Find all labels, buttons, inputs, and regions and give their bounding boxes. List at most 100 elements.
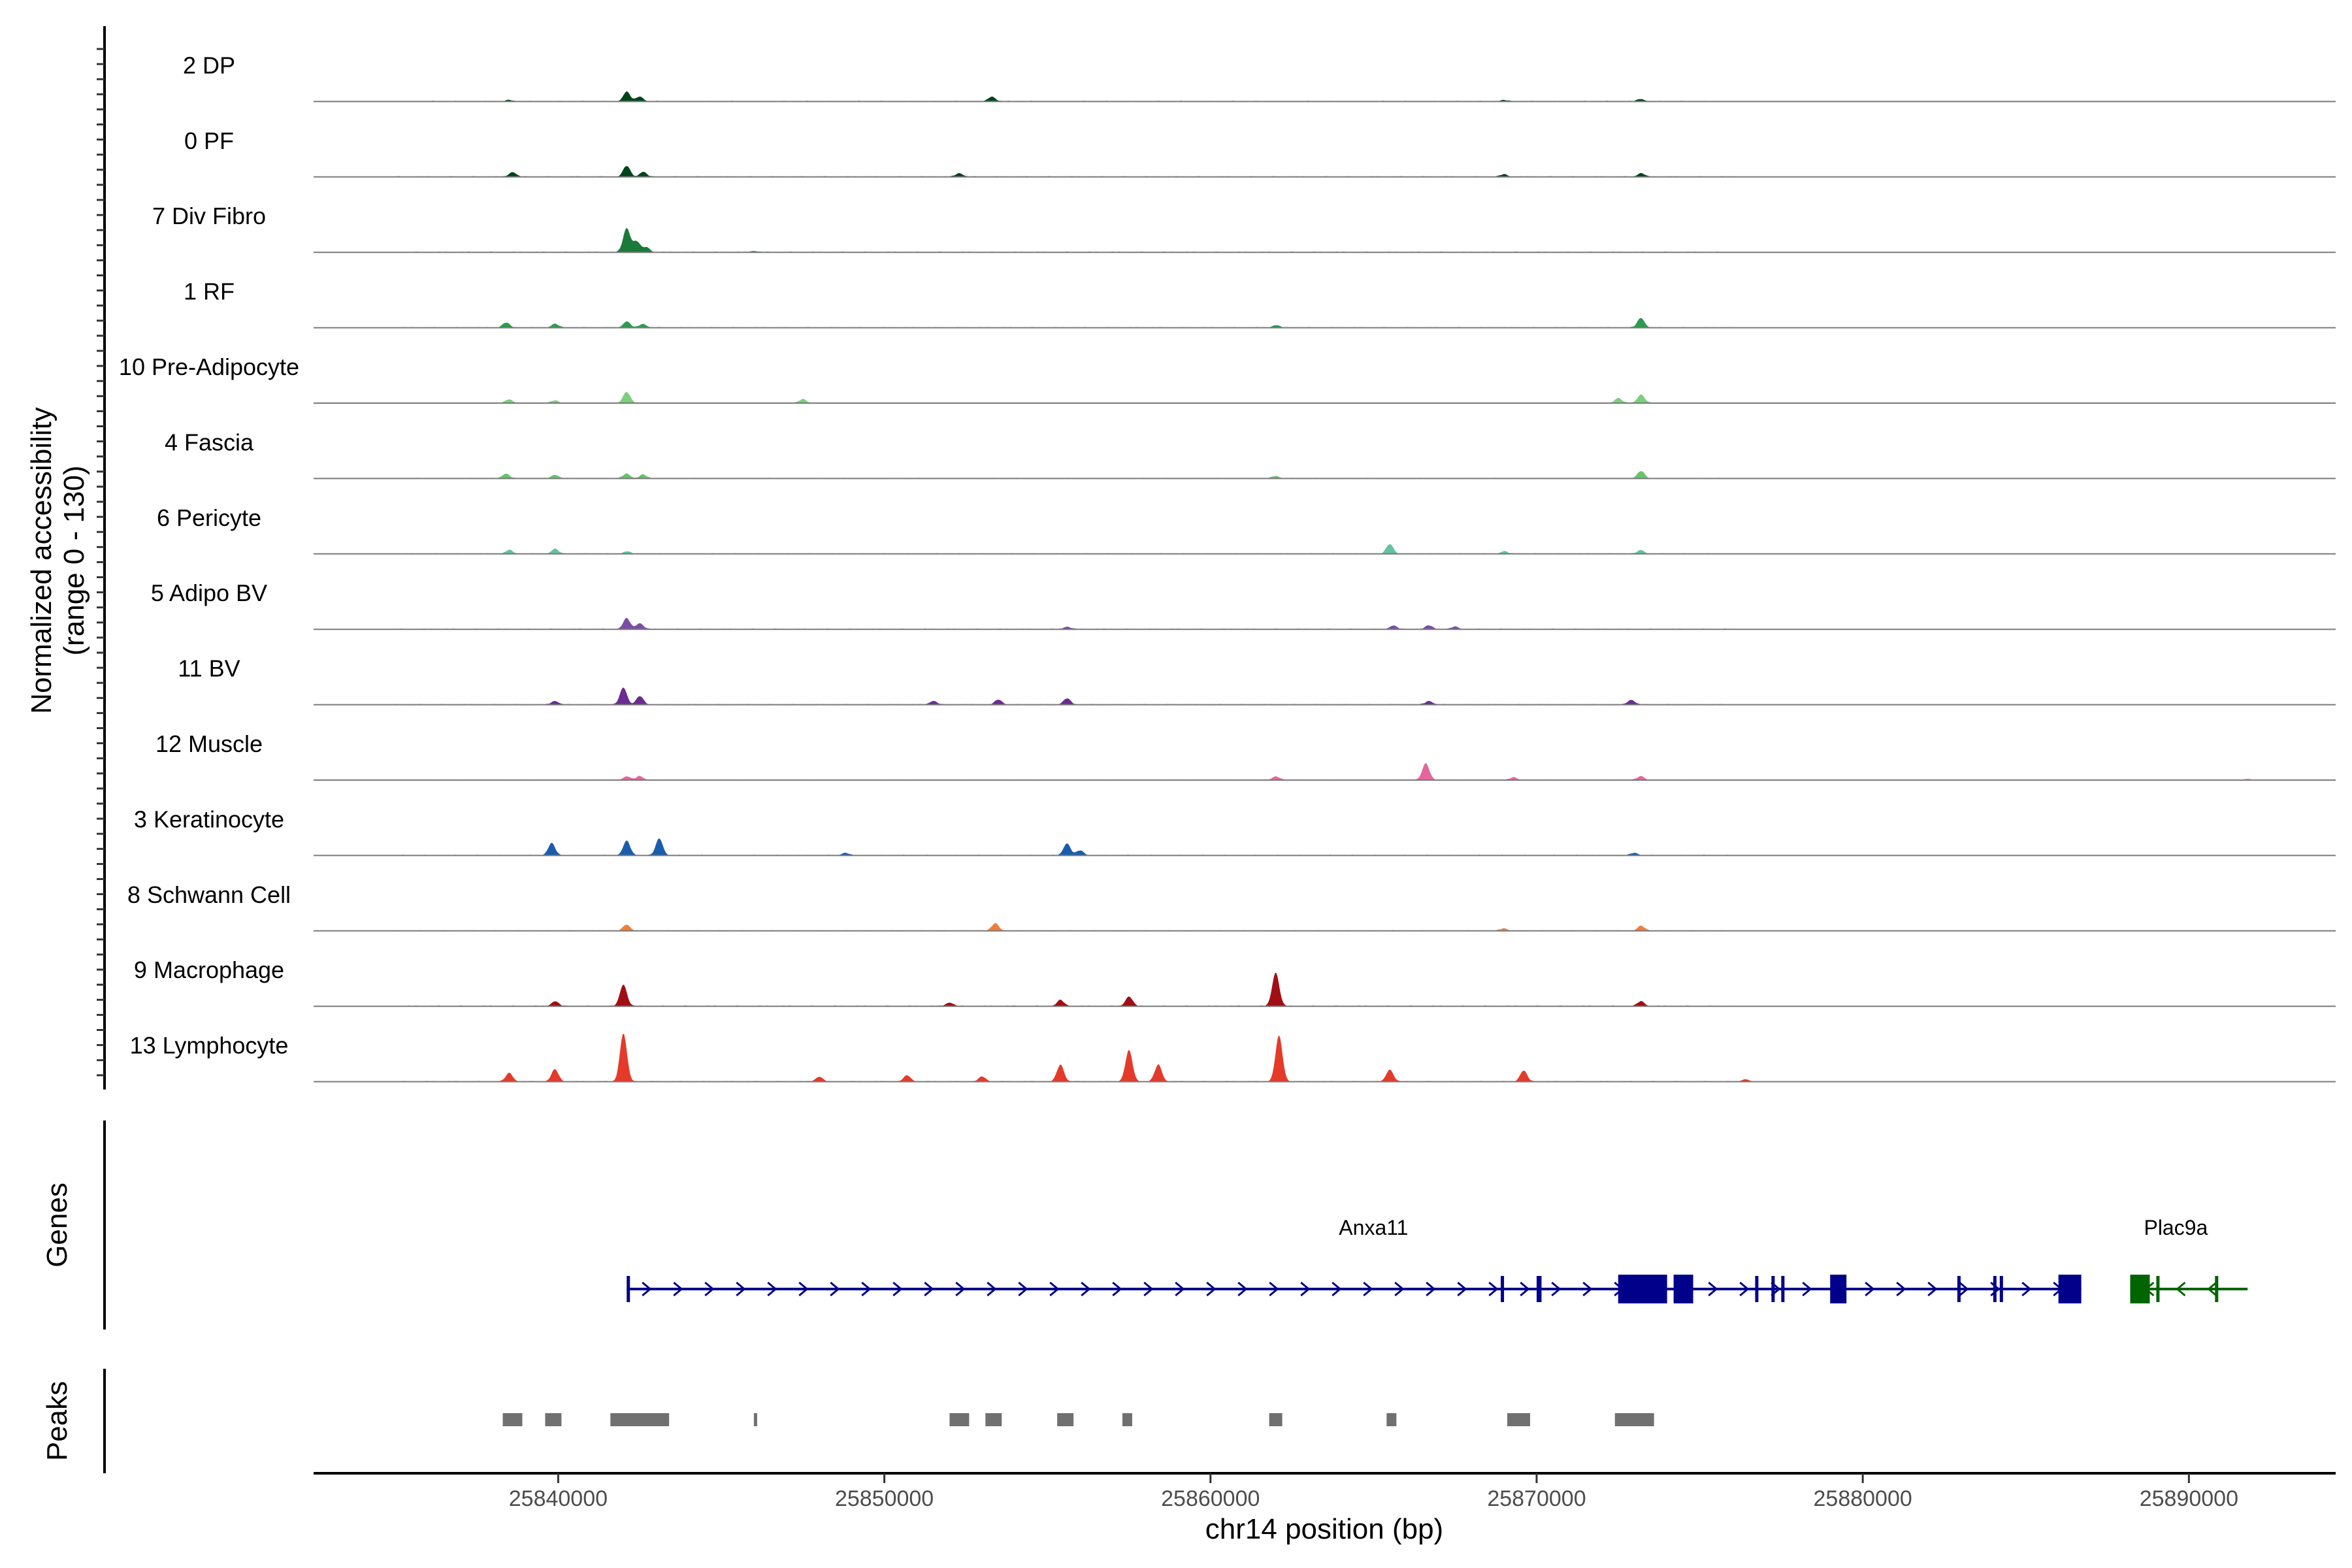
track-1: 2 DP <box>183 52 2336 103</box>
y-axis-title-line2: (range 0 - 130) <box>58 465 90 655</box>
track-3: 7 Div Fibro <box>152 203 2336 253</box>
coverage-area <box>314 166 2336 177</box>
peak-region <box>545 1413 562 1426</box>
track-label: 8 Schwann Cell <box>127 881 291 908</box>
strand-chevron <box>1049 1281 1060 1297</box>
strand-chevron <box>1206 1281 1217 1297</box>
peak-region <box>753 1413 757 1426</box>
peak-region <box>1614 1413 1654 1426</box>
strand-chevron <box>736 1281 746 1297</box>
exon <box>1771 1276 1775 1302</box>
strand-chevron <box>767 1281 777 1297</box>
track-5: 10 Pre-Adipocyte <box>119 353 2336 404</box>
peak-region <box>502 1413 523 1426</box>
strand-chevron <box>1927 1281 1938 1297</box>
peak-region <box>1057 1413 1074 1426</box>
strand-chevron <box>955 1281 966 1297</box>
track-label: 9 Macrophage <box>134 956 284 983</box>
track-10: 12 Muscle <box>155 730 2336 781</box>
strand-chevron <box>798 1281 809 1297</box>
coverage-area <box>314 227 2336 253</box>
track-label: 4 Fascia <box>165 429 254 455</box>
coverage-area <box>314 318 2336 328</box>
peak-region <box>949 1413 970 1426</box>
coverage-area <box>314 1034 2336 1082</box>
strand-chevron <box>704 1281 715 1297</box>
exon <box>1830 1275 1847 1303</box>
coverage-area <box>314 617 2336 630</box>
track-label: 3 Keratinocyte <box>134 806 284 832</box>
peak-region <box>1386 1413 1397 1426</box>
strand-chevron <box>1959 1281 1969 1297</box>
gene-plac9a: Plac9a <box>2130 1216 2248 1303</box>
track-label: 12 Muscle <box>155 730 263 757</box>
strand-chevron <box>1582 1281 1593 1297</box>
strand-chevron <box>924 1281 934 1297</box>
coverage-area <box>314 973 2336 1007</box>
strand-chevron <box>1865 1281 1875 1297</box>
exon <box>2156 1276 2160 1302</box>
strand-chevron <box>1363 1281 1373 1297</box>
strand-chevron <box>1300 1281 1311 1297</box>
track-7: 6 Pericyte <box>157 504 2336 555</box>
track-12: 8 Schwann Cell <box>127 881 2336 932</box>
coverage-area <box>314 923 2336 931</box>
track-8: 5 Adipo BV <box>151 580 2336 630</box>
strand-chevron <box>1175 1281 1185 1297</box>
track-6: 4 Fascia <box>165 429 2336 480</box>
x-tick-label: 25850000 <box>835 1486 934 1511</box>
exon <box>1755 1276 1759 1302</box>
strand-chevron <box>1237 1281 1248 1297</box>
strand-chevron <box>1457 1281 1467 1297</box>
strand-chevron <box>1331 1281 1342 1297</box>
peak-region <box>1507 1413 1530 1426</box>
strand-chevron <box>1112 1281 1122 1297</box>
x-tick-label: 25840000 <box>509 1486 608 1511</box>
peak-region <box>1122 1413 1132 1426</box>
coverage-area <box>314 687 2336 705</box>
gene-track-title: Genes <box>41 1183 73 1267</box>
track-9: 11 BV <box>178 655 2336 706</box>
x-tick-label: 25880000 <box>1814 1486 1912 1511</box>
track-11: 3 Keratinocyte <box>134 806 2336 857</box>
coverage-area <box>314 544 2336 554</box>
track-4: 1 RF <box>184 278 2336 329</box>
exon <box>1999 1276 2003 1302</box>
gene-anxa11: Anxa11 <box>627 1216 2082 1303</box>
strand-chevron <box>1708 1281 1718 1297</box>
x-axis-title: chr14 position (bp) <box>1205 1513 1443 1545</box>
strand-chevron <box>987 1281 997 1297</box>
strand-chevron <box>1081 1281 1091 1297</box>
track-label: 5 Adipo BV <box>151 580 267 606</box>
track-label: 1 RF <box>184 278 235 305</box>
coverage-area <box>314 838 2336 856</box>
gene-label: Anxa11 <box>1339 1216 1408 1239</box>
strand-chevron <box>2176 1281 2186 1297</box>
strand-chevron <box>1896 1281 1906 1297</box>
y-axis <box>97 26 106 1090</box>
track-13: 9 Macrophage <box>134 956 2336 1007</box>
x-axis: 25840000 25850000 25860000 25870000 25880000… <box>314 1472 2336 1511</box>
y-axis-title-line1: Normalized accessibility <box>25 407 57 713</box>
peak-region <box>985 1413 1002 1426</box>
strand-chevron <box>2021 1281 2032 1297</box>
exon <box>1618 1275 1667 1303</box>
exon <box>1501 1276 1505 1302</box>
strand-chevron <box>2207 1281 2217 1297</box>
x-tick-label: 25860000 <box>1161 1486 1260 1511</box>
track-label: 7 Div Fibro <box>152 203 266 229</box>
peak-region <box>1269 1413 1282 1426</box>
x-tick-label: 25870000 <box>1487 1486 1586 1511</box>
exon <box>1781 1276 1785 1302</box>
track-label: 13 Lymphocyte <box>130 1032 289 1059</box>
strand-chevron <box>861 1281 872 1297</box>
peak-track <box>502 1413 1654 1426</box>
gene-label: Plac9a <box>2144 1216 2208 1239</box>
coverage-area <box>314 763 2336 780</box>
strand-chevron <box>1551 1281 1561 1297</box>
track-label: 11 BV <box>178 655 240 682</box>
exon <box>1673 1275 1693 1303</box>
strand-chevron <box>673 1281 683 1297</box>
x-tick-label: 25890000 <box>2140 1486 2238 1511</box>
coverage-area <box>314 391 2336 403</box>
